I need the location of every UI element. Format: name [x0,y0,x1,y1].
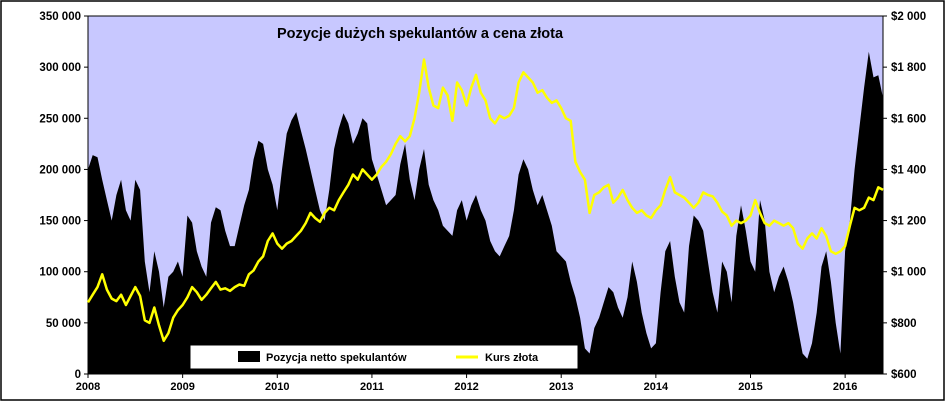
right-tick-label: $1 000 [891,267,926,279]
legend-label-area: Pozycja netto spekulantów [266,352,407,364]
x-tick-label: 2015 [738,381,762,393]
right-tick-label: $1 800 [891,62,926,74]
left-tick-label: 300 000 [39,62,81,74]
x-tick-label: 2008 [76,381,100,393]
x-tick-label: 2010 [265,381,289,393]
right-tick-label: $1 200 [891,216,926,228]
left-axis: 0 50 000 100 000 150 000 200 000 250 000 300 0… [39,11,88,381]
legend-swatch-area [238,351,260,362]
x-tick-label: 2014 [644,381,669,393]
left-tick-label: 50 000 [46,318,81,330]
x-tick-label: 2013 [549,381,573,393]
x-tick-label: 2009 [170,381,194,393]
chart-title: Pozycje dużych spekulantów a cena złota [277,26,564,42]
right-tick-label: $600 [891,369,917,381]
left-tick-label: 0 [75,369,81,381]
left-tick-label: 100 000 [39,267,81,279]
x-tick-label: 2011 [360,381,384,393]
legend-label-line: Kurs złota [485,352,539,364]
left-tick-label: 150 000 [39,216,81,228]
right-axis: $600 $800 $1 000 $1 200 $1 400 $1 600 $1 800 $2… [883,11,926,381]
right-tick-label: $2 000 [891,11,926,23]
right-tick-label: $800 [891,318,917,330]
left-tick-label: 250 000 [39,113,81,125]
right-tick-label: $1 400 [891,164,926,176]
series-area-speculators [88,51,883,375]
area-layer [88,51,883,375]
left-tick-label: 200 000 [39,164,81,176]
legend: Pozycja netto spekulantów Kurs złota [189,344,579,370]
x-axis: 2008 2009 2010 2011 2012 2013 2014 2015 2016 [76,374,857,393]
x-tick-label: 2012 [454,381,478,393]
left-tick-label: 350 000 [39,11,81,23]
right-tick-label: $1 600 [891,113,926,125]
line-layer [86,58,884,343]
x-tick-label: 2016 [833,381,857,393]
series-line-gold [86,58,884,343]
